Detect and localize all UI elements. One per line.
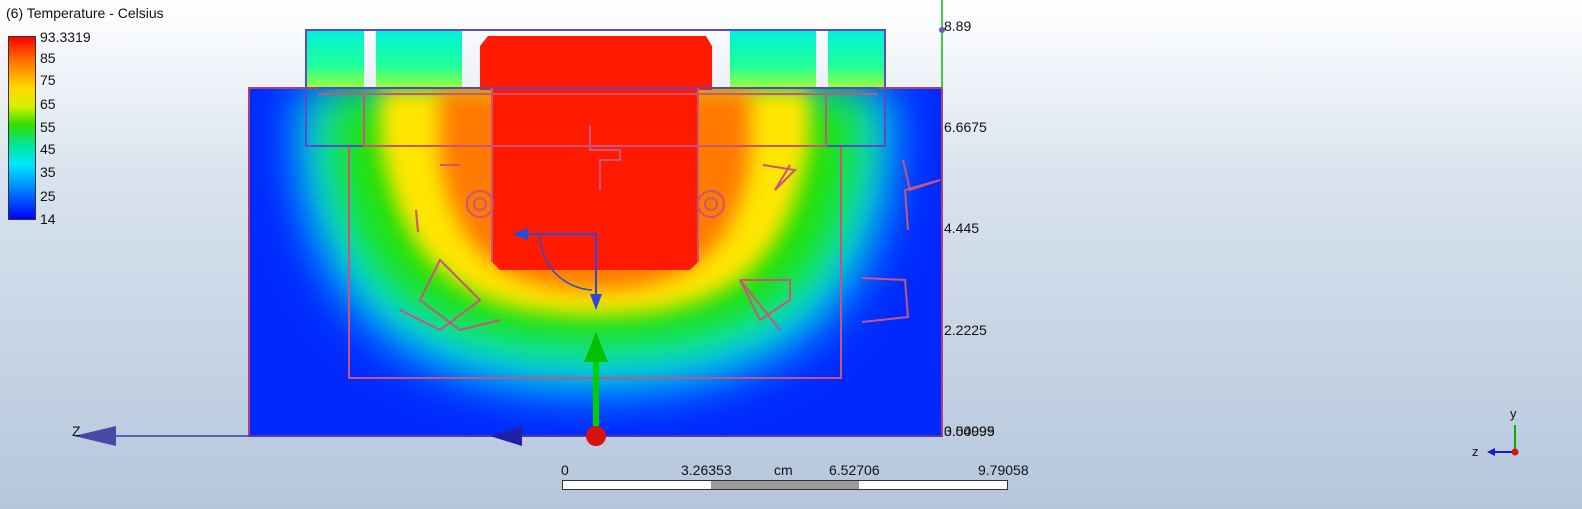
scale-label: 3.26353 [681, 462, 732, 478]
legend-tick: 75 [40, 72, 56, 88]
y-axis-label: 8.89 [944, 18, 972, 34]
triad-z-label: z [1472, 444, 1479, 459]
scale-bar [562, 480, 1008, 490]
legend-tick: 14 [40, 211, 56, 227]
legend-title: (6) Temperature - Celsius [6, 5, 164, 21]
cap-blocks [306, 30, 885, 90]
y-axis-label: 2.2225 [944, 322, 987, 338]
legend-tick: 65 [40, 96, 56, 112]
scale-label: 9.79058 [978, 462, 1029, 478]
y-axis-label: 0.00999 [944, 423, 995, 439]
legend-tick: 85 [40, 50, 56, 66]
scale-bar-segment [711, 481, 859, 489]
legend-tick: 55 [40, 119, 56, 135]
z-axis-label: Z [72, 423, 81, 439]
y-axis-label-overlap: 3.54095 [944, 423, 995, 439]
y-axis-label: 6.6675 [944, 119, 987, 135]
orientation-triad [1487, 425, 1519, 456]
legend-tick: 25 [40, 188, 56, 204]
legend-tick: 35 [40, 164, 56, 180]
scene-axes [74, 0, 945, 446]
temperature-color-bar [8, 36, 36, 220]
legend-tick: 93.3319 [40, 29, 91, 45]
triad-y-label: y [1510, 406, 1517, 421]
legend-tick: 45 [40, 141, 56, 157]
scale-unit-label: cm [774, 462, 793, 478]
scale-label: 6.52706 [829, 462, 880, 478]
y-axis-label: 4.445 [944, 220, 980, 236]
scale-label: 0 [561, 462, 569, 478]
